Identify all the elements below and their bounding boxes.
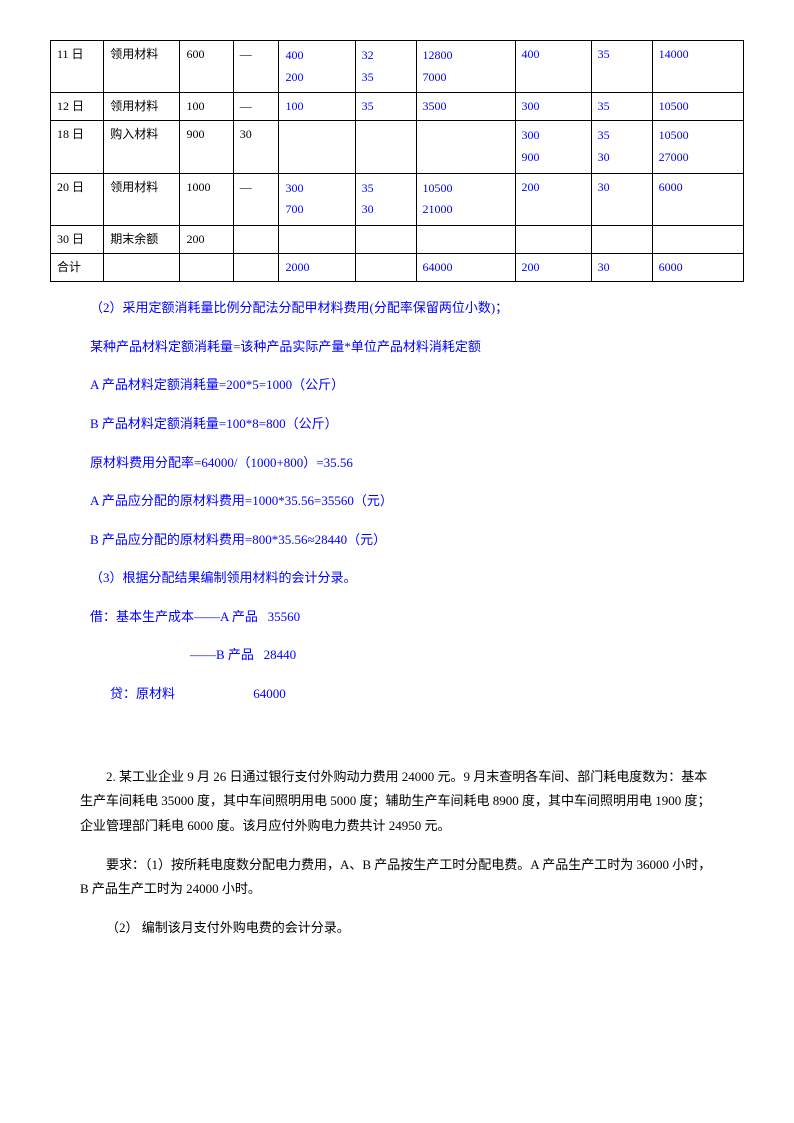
materials-table: 11 日领用材料600—4002003235128007000400351400… [50, 40, 744, 282]
table-cell: 200 [515, 253, 591, 281]
table-cell: 14000 [652, 41, 743, 93]
para-rate: 原材料费用分配率=64000/（1000+800）=35.56 [90, 449, 744, 478]
debit-a-label: 借：基本生产成本——A 产品 [90, 609, 258, 624]
table-cell: 300 [515, 93, 591, 121]
table-cell: 35 [355, 93, 416, 121]
table-cell: 合计 [51, 253, 104, 281]
journal-debit-b: ——B 产品 28440 [190, 641, 744, 670]
problem-2-text: 2. 某工业企业 9 月 26 日通过银行支付外购动力费用 24000 元。9 … [50, 765, 744, 839]
table-cell: 35 [591, 93, 652, 121]
table-cell: 18 日 [51, 121, 104, 173]
para-3-intro: （3）根据分配结果编制领用材料的会计分录。 [90, 564, 744, 593]
table-cell [355, 253, 416, 281]
table-cell: 1050027000 [652, 121, 743, 173]
table-cell: 2000 [279, 253, 355, 281]
table-cell [652, 225, 743, 253]
debit-a-value: 35560 [268, 609, 301, 624]
table-cell: 期末余额 [104, 225, 180, 253]
table-row: 20 日领用材料1000—300700353010500210002003060… [51, 173, 744, 225]
table-cell: 128007000 [416, 41, 515, 93]
table-row: 合计 2000 64000200306000 [51, 253, 744, 281]
table-cell [515, 225, 591, 253]
table-cell: 12 日 [51, 93, 104, 121]
table-cell: 300700 [279, 173, 355, 225]
table-cell [279, 225, 355, 253]
table-cell: 1000 [180, 173, 233, 225]
table-cell [416, 121, 515, 173]
table-cell: — [233, 173, 279, 225]
table-cell: 30 [233, 121, 279, 173]
table-cell: 30 [591, 253, 652, 281]
table-cell: 200 [180, 225, 233, 253]
table-row: 11 日领用材料600—4002003235128007000400351400… [51, 41, 744, 93]
table-cell: 6000 [652, 173, 743, 225]
table-cell: 3530 [591, 121, 652, 173]
journal-credit: 贷：原材料 64000 [110, 680, 744, 709]
table-row: 30 日期末余额200 [51, 225, 744, 253]
table-cell: 900 [180, 121, 233, 173]
problem-2-req2: （2） 编制该月支付外购电费的会计分录。 [50, 916, 744, 941]
table-cell: 6000 [652, 253, 743, 281]
journal-debit-a: 借：基本生产成本——A 产品 35560 [90, 603, 744, 632]
table-cell [355, 121, 416, 173]
para-b-consume: B 产品材料定额消耗量=100*8=800（公斤） [90, 410, 744, 439]
table-row: 18 日购入材料90030 30090035301050027000 [51, 121, 744, 173]
para-a-consume: A 产品材料定额消耗量=200*5=1000（公斤） [90, 371, 744, 400]
table-cell: 400200 [279, 41, 355, 93]
table-cell: 领用材料 [104, 41, 180, 93]
table-cell: 300900 [515, 121, 591, 173]
table-cell: 35 [591, 41, 652, 93]
table-cell: 20 日 [51, 173, 104, 225]
table-cell: 领用材料 [104, 173, 180, 225]
table-cell [355, 225, 416, 253]
table-cell [233, 253, 279, 281]
table-cell: — [233, 93, 279, 121]
table-cell [416, 225, 515, 253]
table-cell: 3500 [416, 93, 515, 121]
table-cell: 100 [180, 93, 233, 121]
table-cell [279, 121, 355, 173]
credit-value: 64000 [253, 686, 286, 701]
table-cell: 10500 [652, 93, 743, 121]
problem-2-req1: 要求：（1）按所耗电度数分配电力费用，A、B 产品按生产工时分配电费。A 产品生… [50, 853, 744, 902]
debit-b-value: 28440 [264, 647, 297, 662]
table-cell: 64000 [416, 253, 515, 281]
para-a-alloc: A 产品应分配的原材料费用=1000*35.56=35560（元） [90, 487, 744, 516]
table-cell: 100 [279, 93, 355, 121]
table-cell: 11 日 [51, 41, 104, 93]
table-cell: 1050021000 [416, 173, 515, 225]
table-cell: — [233, 41, 279, 93]
para-formula-def: 某种产品材料定额消耗量=该种产品实际产量*单位产品材料消耗定额 [90, 333, 744, 362]
table-cell: 30 日 [51, 225, 104, 253]
table-cell: 30 [591, 173, 652, 225]
table-cell [180, 253, 233, 281]
table-cell: 200 [515, 173, 591, 225]
table-cell [591, 225, 652, 253]
debit-b-label: ——B 产品 [190, 647, 254, 662]
table-cell: 3235 [355, 41, 416, 93]
table-cell [233, 225, 279, 253]
credit-label: 贷：原材料 [110, 680, 250, 709]
table-row: 12 日领用材料100—1003535003003510500 [51, 93, 744, 121]
table-cell: 购入材料 [104, 121, 180, 173]
table-cell: 3530 [355, 173, 416, 225]
para-b-alloc: B 产品应分配的原材料费用=800*35.56≈28440（元） [90, 526, 744, 555]
table-cell: 600 [180, 41, 233, 93]
para-2-intro: （2）采用定额消耗量比例分配法分配甲材料费用(分配率保留两位小数)； [90, 294, 744, 323]
table-cell: 领用材料 [104, 93, 180, 121]
table-cell: 400 [515, 41, 591, 93]
table-cell [104, 253, 180, 281]
